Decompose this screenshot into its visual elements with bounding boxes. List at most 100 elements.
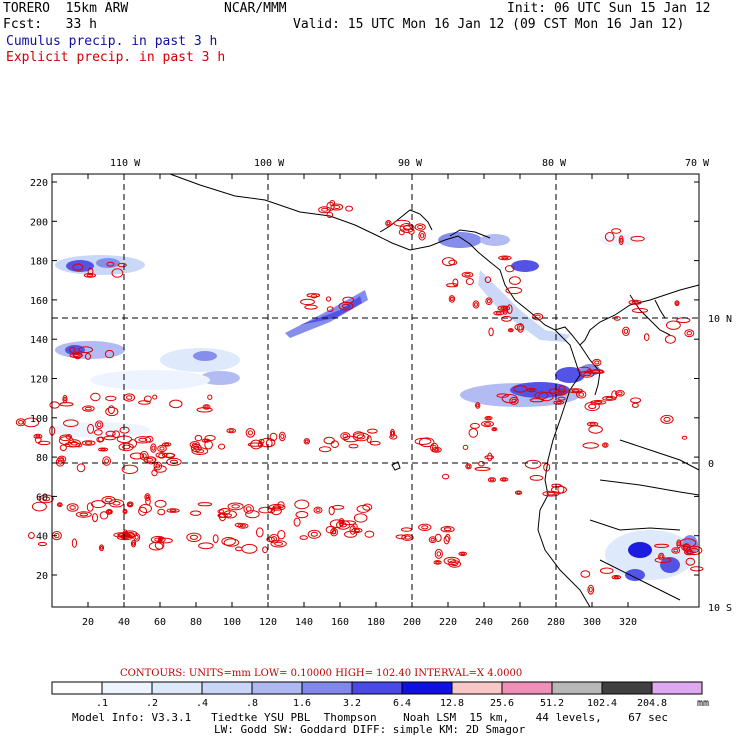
precip-contour xyxy=(69,352,83,358)
precip-contour xyxy=(511,398,517,404)
precip-contour xyxy=(622,326,630,336)
precip-contour xyxy=(138,506,148,516)
contours-info: CONTOURS: UNITS=mm LOW= 0.10000 HIGH= 10… xyxy=(120,668,522,679)
precip-contour xyxy=(189,534,198,540)
colorbar-swatch xyxy=(251,681,303,695)
precip-contour xyxy=(478,460,485,467)
precip-contour xyxy=(133,533,141,542)
precip-contour xyxy=(59,444,67,452)
colorbar-swatch xyxy=(351,681,403,695)
precip-contour xyxy=(150,443,157,453)
precip-contour xyxy=(304,439,309,444)
precip-contour xyxy=(631,402,639,408)
precip-contour xyxy=(618,235,624,245)
x-tick-label: 80 xyxy=(190,617,202,628)
precip-contour xyxy=(501,478,507,481)
physics-info: LW: Godd SW: Goddard DIFF: simple KM: 2D… xyxy=(214,723,526,736)
precip-contour xyxy=(366,435,372,444)
precip-contour xyxy=(151,469,158,477)
precip-contour xyxy=(157,508,166,516)
precip-contour xyxy=(78,346,93,354)
precip-contour xyxy=(100,448,106,451)
precip-contour xyxy=(107,405,115,415)
y-tick-label: 40 xyxy=(36,532,48,543)
precip-contour xyxy=(364,530,375,538)
forecast-hour: Fcst: 33 h xyxy=(3,17,97,32)
x-tick-label: 320 xyxy=(619,617,637,628)
precip-contour xyxy=(310,531,318,537)
precip-contour xyxy=(307,529,321,539)
precip-contour xyxy=(671,547,681,554)
precip-contour xyxy=(492,427,497,431)
precip-contour xyxy=(277,530,286,540)
precip-contour xyxy=(487,452,493,462)
precip-contour xyxy=(508,276,521,285)
precip-contour xyxy=(116,534,134,541)
precip-contour xyxy=(465,278,474,285)
precip-contour xyxy=(418,230,426,241)
y-tick-label: 200 xyxy=(30,217,48,228)
precip-contour xyxy=(217,509,225,514)
precip-contour xyxy=(120,535,130,540)
map-content xyxy=(15,173,704,608)
precip-contour xyxy=(130,540,137,548)
precip-contour xyxy=(75,511,92,518)
precip-contour xyxy=(505,286,523,295)
precip-contour xyxy=(67,439,82,448)
precip-contour xyxy=(664,335,676,344)
precip-contour xyxy=(617,391,623,396)
precip-contour xyxy=(194,434,203,442)
precip-contour xyxy=(431,446,442,453)
precip-contour xyxy=(352,431,365,439)
precip-contour xyxy=(227,502,244,511)
precip-contour xyxy=(132,541,135,546)
precip-contour xyxy=(313,506,323,514)
precip-contour xyxy=(93,429,103,436)
precip-contour xyxy=(504,265,515,273)
precip-contour xyxy=(588,587,593,593)
colorbar-label: 6.4 xyxy=(393,698,411,709)
precip-contour xyxy=(441,257,456,267)
precip-contour xyxy=(658,552,665,561)
precip-contour xyxy=(417,225,424,230)
precip-contour xyxy=(299,535,308,540)
colorbar-label: .4 xyxy=(196,698,208,709)
precip-contour xyxy=(221,537,236,546)
precip-contour xyxy=(95,420,104,430)
precip-contour xyxy=(443,527,452,532)
precip-contour xyxy=(501,256,509,260)
precip-contour xyxy=(445,533,451,542)
precip-contour xyxy=(98,544,105,552)
precip-contour xyxy=(151,445,156,451)
precip-contour xyxy=(659,554,664,559)
colorbar-label: 12.8 xyxy=(440,698,464,709)
precip-contour xyxy=(430,537,435,542)
precip-contour xyxy=(599,567,614,574)
precip-contour xyxy=(615,390,625,397)
precip-contour xyxy=(295,510,309,519)
precip-contour xyxy=(250,439,263,450)
y-tick-label: 80 xyxy=(36,453,48,464)
precip-contour xyxy=(204,405,209,409)
precip-contour xyxy=(197,502,213,507)
precip-contour xyxy=(189,441,201,449)
precip-contour xyxy=(588,425,603,434)
precip-contour xyxy=(325,296,332,302)
precip-contour xyxy=(126,395,133,400)
precip-contour xyxy=(446,283,459,288)
precip-contour xyxy=(386,221,391,226)
y-tick-label: 120 xyxy=(30,375,48,386)
precip-contour xyxy=(166,508,180,513)
precip-contour xyxy=(611,228,622,234)
precip-contour xyxy=(421,525,429,530)
precip-contour xyxy=(420,233,425,239)
precip-contour xyxy=(69,346,76,353)
precip-contour xyxy=(318,206,332,214)
precip-contour xyxy=(268,503,286,511)
precip-contour xyxy=(674,300,680,307)
precip-contour xyxy=(72,353,80,357)
precip-contour xyxy=(247,442,263,447)
precip-contour xyxy=(495,311,502,315)
precip-contour xyxy=(86,273,94,277)
